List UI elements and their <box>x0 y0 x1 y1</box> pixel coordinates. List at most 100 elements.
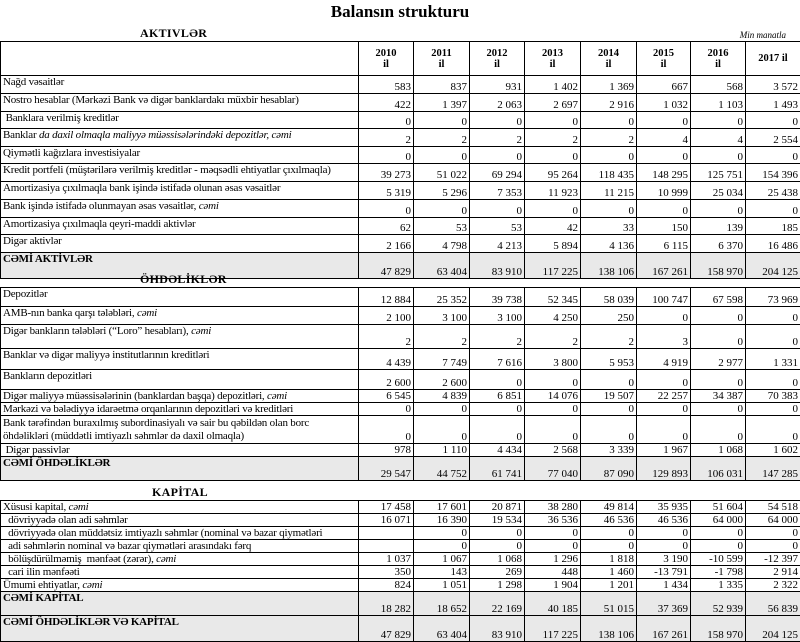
value-cell: 52 939 <box>691 592 746 616</box>
value-cell: 0 <box>746 147 800 164</box>
value-cell: 38 280 <box>525 501 581 514</box>
value-cell: 1 103 <box>691 94 746 112</box>
value-cell: 1 068 <box>470 553 525 566</box>
value-cell: 0 <box>525 147 581 164</box>
row-label-text: Banklar <box>3 129 36 141</box>
value-cell: 63 404 <box>414 253 470 279</box>
value-cell: 931 <box>470 76 525 94</box>
value-cell: 19 534 <box>470 514 525 527</box>
table-row: Bank işində istifadə olunmayan əsas vəsa… <box>1 200 800 218</box>
value-cell: 2 322 <box>746 579 800 592</box>
value-cell: 2 554 <box>746 129 800 147</box>
value-cell: 4 <box>691 129 746 147</box>
value-cell: 0 <box>525 416 581 444</box>
value-cell: 0 <box>359 403 414 416</box>
value-cell: 22 257 <box>637 390 691 403</box>
row-label: adi səhmlərin nominal və bazar qiymətlər… <box>1 540 359 553</box>
value-cell: 0 <box>691 112 746 129</box>
value-cell: 18 282 <box>359 592 414 616</box>
value-cell: 52 345 <box>525 288 581 307</box>
value-cell: 19 507 <box>581 390 637 403</box>
table-row: Amortizasiya çıxılmaqla qeyri-maddi akti… <box>1 218 800 235</box>
value-cell: 106 031 <box>691 457 746 481</box>
value-cell: 7 616 <box>470 349 525 370</box>
value-cell: 350 <box>359 566 414 579</box>
value-cell: 46 536 <box>581 514 637 527</box>
value-cell: -13 791 <box>637 566 691 579</box>
row-label-text: CƏMİ AKTİVLƏR <box>3 253 93 265</box>
value-cell: 29 547 <box>359 457 414 481</box>
section-heading-capital: KAPİTAL <box>152 485 208 500</box>
row-label-text: Digər bankların tələbləri (“Loro” hesabl… <box>3 325 191 337</box>
value-cell: 1 967 <box>637 444 691 457</box>
value-cell: 0 <box>581 370 637 390</box>
row-label-text: Nağd vəsaitlər <box>3 76 64 88</box>
value-cell: 147 285 <box>746 457 800 481</box>
value-cell: 42 <box>525 218 581 235</box>
value-cell: 2 <box>414 129 470 147</box>
value-cell: 4 213 <box>470 235 525 253</box>
value-cell: 204 125 <box>746 616 800 642</box>
page-title: Balansın strukturu <box>0 0 800 24</box>
value-cell: 12 884 <box>359 288 414 307</box>
year-header: 2014 il <box>581 42 637 76</box>
year-header: 2017 il <box>746 42 800 76</box>
year-header: 2016 il <box>691 42 746 76</box>
value-cell: 117 225 <box>525 616 581 642</box>
value-cell: 2 063 <box>470 94 525 112</box>
value-cell: 73 969 <box>746 288 800 307</box>
value-cell: 47 829 <box>359 253 414 279</box>
row-label-text: Banklar və digər maliyyə institutlarının… <box>3 349 209 361</box>
value-cell: 1 493 <box>746 94 800 112</box>
row-label: Bankların depozitləri <box>1 370 359 390</box>
value-cell: 25 352 <box>414 288 470 307</box>
value-cell: 150 <box>637 218 691 235</box>
value-cell: 0 <box>581 403 637 416</box>
value-cell: 2 697 <box>525 94 581 112</box>
row-label-italic: cəmi <box>82 579 102 591</box>
value-cell: 3 100 <box>414 307 470 325</box>
value-cell: 58 039 <box>581 288 637 307</box>
row-label: Ümumi ehtiyatlar, cəmi <box>1 579 359 592</box>
value-cell: 204 125 <box>746 253 800 279</box>
value-cell: 6 851 <box>470 390 525 403</box>
value-cell: 1 397 <box>414 94 470 112</box>
value-cell: 148 295 <box>637 164 691 182</box>
value-cell: 18 652 <box>414 592 470 616</box>
value-cell: 0 <box>746 370 800 390</box>
row-label: Amortizasiya çıxılmaqla qeyri-maddi akti… <box>1 218 359 235</box>
row-label-text: Banklara verilmiş kreditlər <box>3 112 119 124</box>
value-cell: 6 370 <box>691 235 746 253</box>
value-cell: 1 818 <box>581 553 637 566</box>
value-cell: 0 <box>414 147 470 164</box>
value-cell: 5 296 <box>414 182 470 200</box>
value-cell: 53 <box>414 218 470 235</box>
value-cell: 33 <box>581 218 637 235</box>
value-cell: 2 914 <box>746 566 800 579</box>
table-row: Digər bankların tələbləri (“Loro” hesabl… <box>1 325 800 349</box>
value-cell: 2 600 <box>359 370 414 390</box>
row-label: Digər aktivlər <box>1 235 359 253</box>
value-cell: 34 387 <box>691 390 746 403</box>
row-label: dövriyyədə olan adi səhmlər <box>1 514 359 527</box>
table-row: dövriyyədə olan müddətsiz imtiyazlı səhm… <box>1 527 800 540</box>
value-cell: 1 201 <box>581 579 637 592</box>
value-cell: 2 166 <box>359 235 414 253</box>
value-cell: 837 <box>414 76 470 94</box>
value-cell: 0 <box>470 370 525 390</box>
row-label-text: CƏMİ ÖHDƏLİKLƏR <box>3 457 110 469</box>
row-label-text: bölüşdürülməmiş mənfəət (zərər), <box>3 553 156 565</box>
value-cell: 0 <box>414 200 470 218</box>
value-cell: 35 935 <box>637 501 691 514</box>
table-row: adi səhmlərin nominal və bazar qiymətlər… <box>1 540 800 553</box>
row-label-italic: cəmi <box>267 390 287 402</box>
value-cell: 1 434 <box>637 579 691 592</box>
value-cell: 0 <box>637 147 691 164</box>
row-label: Depozitlər <box>1 288 359 307</box>
